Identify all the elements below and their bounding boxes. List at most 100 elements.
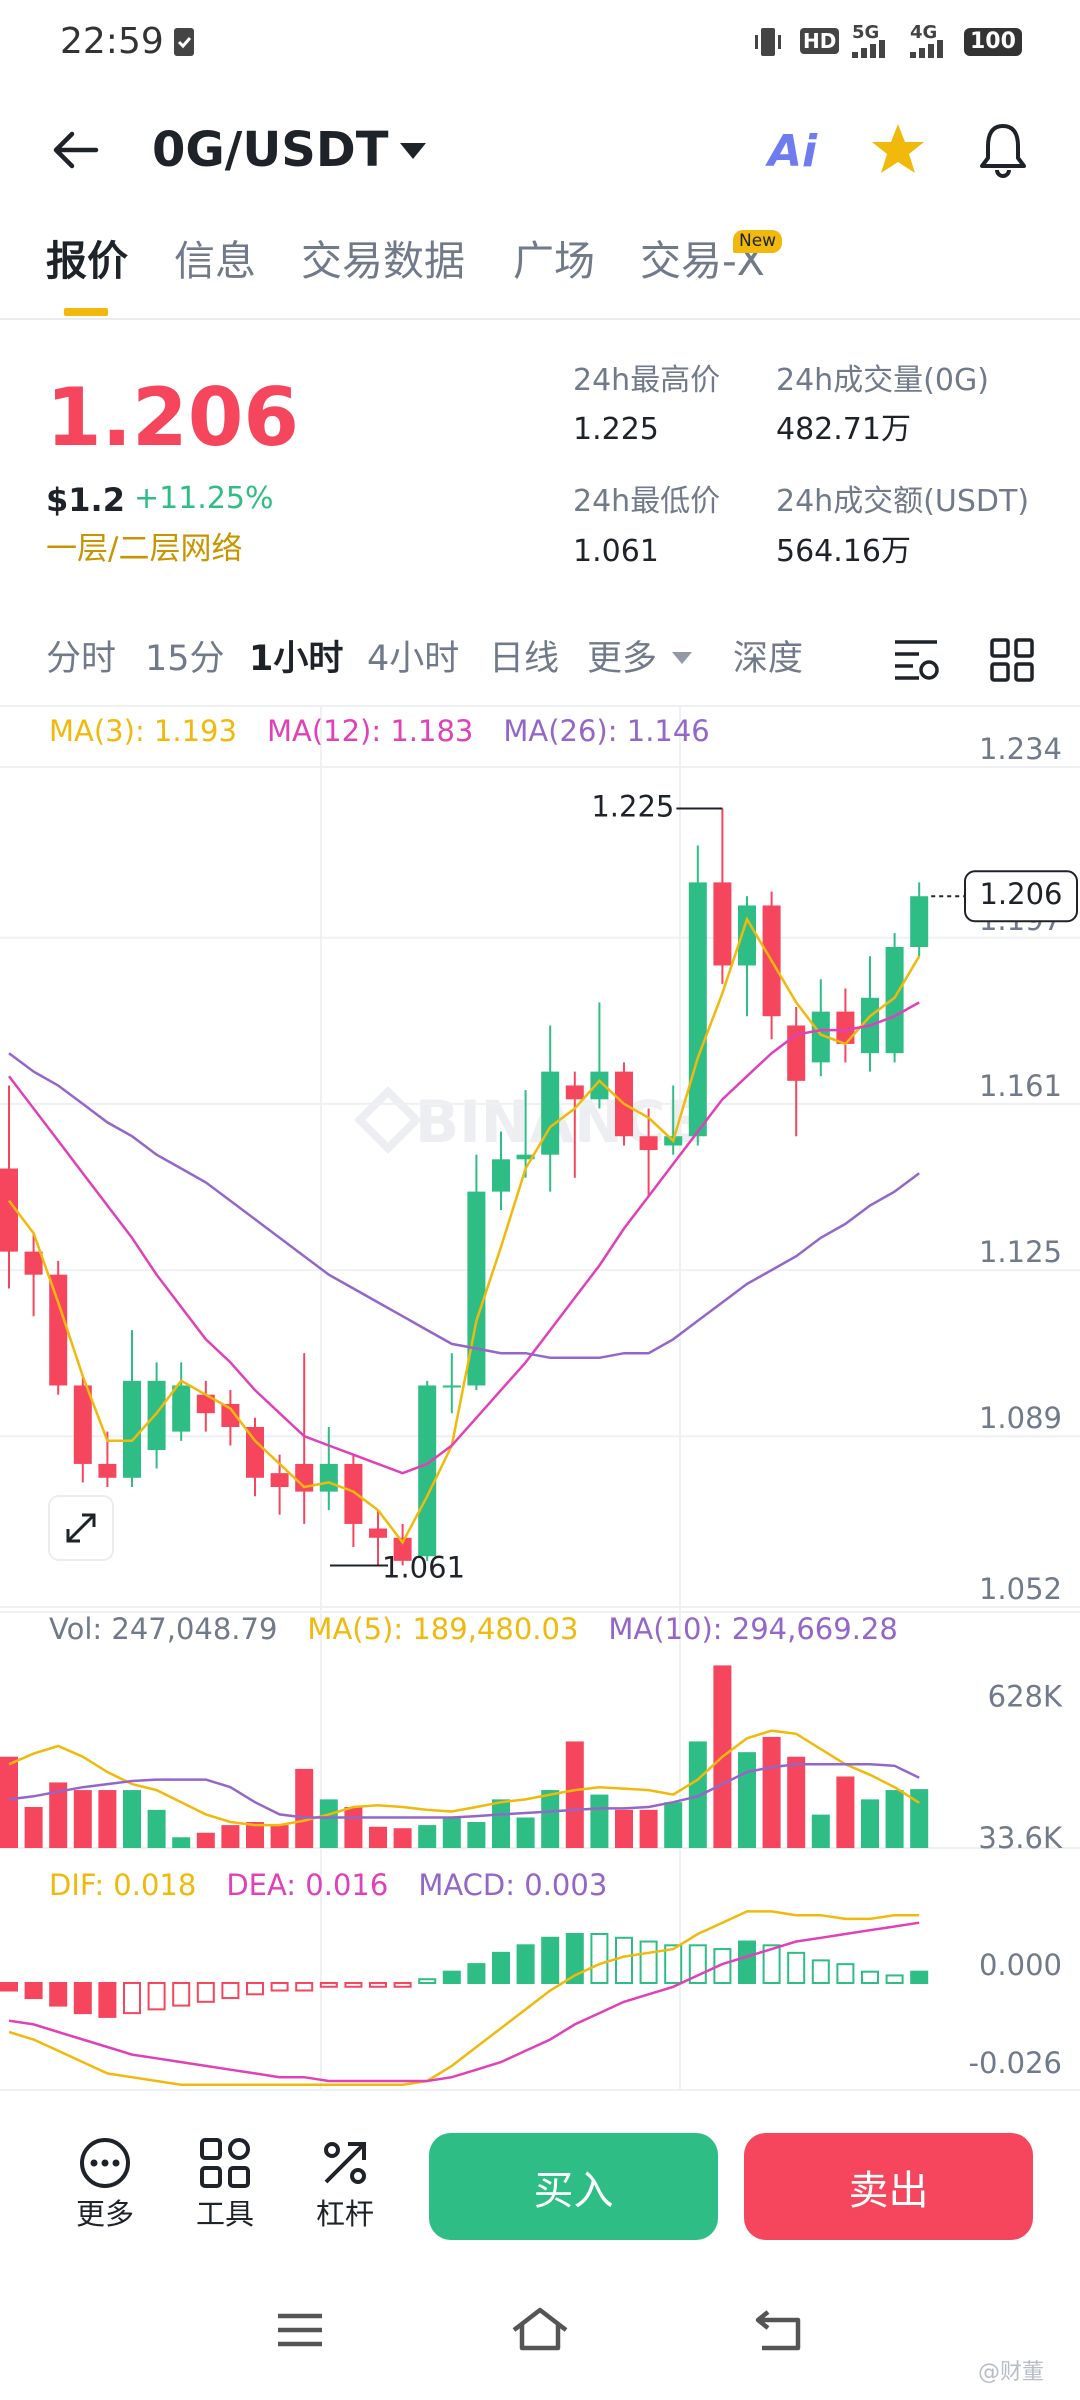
signal-icon	[910, 40, 943, 58]
candle-body	[98, 1463, 117, 1478]
macd-bar	[467, 1963, 486, 1984]
sell-button[interactable]: 卖出	[744, 2133, 1033, 2240]
nav-menu[interactable]	[276, 2310, 324, 2350]
candle-body	[221, 1403, 240, 1427]
volume-bar	[270, 1825, 289, 1848]
network-badge: 4G	[910, 22, 938, 43]
legend-entry: DEA: 0.016	[226, 1868, 388, 1902]
status-icon	[174, 28, 194, 56]
candle-body	[319, 1463, 338, 1492]
layout-toggle[interactable]	[990, 638, 1034, 682]
candle-body	[49, 1274, 68, 1386]
candle-body	[688, 882, 707, 1137]
candle-body	[738, 905, 756, 966]
nav-home[interactable]	[510, 2306, 570, 2352]
tab[interactable]: 交易数据	[301, 237, 465, 285]
network-tag[interactable]: 一层/二层网络	[46, 531, 243, 567]
volume-bar	[738, 1752, 756, 1848]
interval-more[interactable]: 更多	[587, 639, 658, 679]
favorite-star[interactable]	[870, 122, 926, 176]
macd-bar	[713, 1948, 732, 1984]
macd-bar	[565, 1933, 584, 1984]
candle-body	[196, 1394, 215, 1414]
more-icon[interactable]	[78, 2136, 132, 2190]
macd-bar	[811, 1959, 830, 1984]
macd-bar	[295, 1981, 314, 1992]
expand-button[interactable]	[48, 1495, 114, 1561]
volume-bar	[787, 1756, 806, 1848]
volume-bar	[196, 1832, 215, 1848]
tab-active[interactable]: 报价	[46, 237, 128, 285]
volume-bar	[319, 1799, 338, 1848]
volume-bar	[516, 1817, 535, 1848]
interval[interactable]: 4小时	[367, 639, 460, 679]
tool-label[interactable]: 杠杆	[316, 2197, 375, 2231]
pair-dropdown[interactable]	[398, 140, 428, 162]
tools-icon[interactable]	[198, 2136, 252, 2190]
stat-value: 1.225	[573, 412, 659, 447]
candle-body	[270, 1473, 289, 1487]
macd-bar	[0, 1981, 18, 1992]
indicator-line	[8, 1910, 920, 2086]
high-label: 1.225	[591, 790, 674, 824]
interval[interactable]: 分时	[46, 639, 117, 679]
macd-bar	[639, 1940, 658, 1984]
macd-bar	[270, 1981, 289, 1992]
volume-bar	[639, 1809, 658, 1848]
network-badge: 5G	[852, 22, 880, 43]
nav-back[interactable]	[754, 2308, 804, 2352]
candle-body	[590, 1071, 609, 1100]
legend-entry: MA(26): 1.146	[503, 714, 709, 748]
volume-bar	[442, 1817, 461, 1848]
macd-bar	[861, 1970, 879, 1984]
macd-bar	[664, 1944, 683, 1984]
stat-label: 24h成交额(USDT)	[776, 484, 1030, 519]
candle-body	[0, 1168, 18, 1252]
pair-title[interactable]: 0G/USDT	[152, 122, 389, 178]
tab[interactable]: 信息	[174, 237, 256, 285]
macd-bar	[492, 1951, 510, 1984]
candle-body	[541, 1071, 560, 1155]
candle-body	[811, 1011, 830, 1063]
interval[interactable]: 日线	[489, 639, 560, 679]
alert-bell[interactable]	[976, 120, 1030, 178]
candle-body	[24, 1251, 43, 1275]
leverage-icon[interactable]	[318, 2136, 372, 2190]
tab-indicator	[64, 308, 108, 316]
price-change: +11.25%	[134, 481, 274, 516]
macd-bar	[196, 1981, 215, 2003]
interval[interactable]: 15分	[145, 639, 225, 679]
volume-bar	[688, 1741, 707, 1848]
candle-body	[910, 896, 929, 947]
hd-badge: HD	[800, 28, 840, 54]
tool-label[interactable]: 工具	[196, 2197, 255, 2231]
back-button[interactable]	[50, 128, 100, 172]
more-arrow	[672, 652, 692, 664]
buy-button[interactable]: 买入	[429, 2133, 718, 2240]
candle-body	[73, 1385, 92, 1464]
battery: 100	[964, 28, 1022, 56]
new-badge: New	[733, 230, 783, 253]
candle-body	[467, 1191, 486, 1386]
macd-bar	[910, 1970, 929, 1984]
volume-bar	[295, 1768, 314, 1848]
volume-bar	[393, 1828, 412, 1848]
low-label: 1.061	[382, 1550, 465, 1584]
indicator-settings[interactable]	[893, 638, 941, 682]
tab[interactable]: 广场	[513, 237, 595, 285]
interval[interactable]: 深度	[733, 639, 804, 679]
tool-label[interactable]: 更多	[76, 2197, 135, 2231]
interval-active[interactable]: 1小时	[249, 639, 344, 679]
legend-entry: Vol: 247,048.79	[49, 1612, 277, 1646]
ai-button[interactable]: Ai	[768, 126, 818, 177]
candle-body	[713, 882, 732, 966]
macd-bar	[836, 1963, 855, 1984]
candle-body	[295, 1463, 314, 1492]
volume-bar	[565, 1741, 584, 1848]
volume-bar	[910, 1789, 929, 1848]
stat-label: 24h成交量(0G)	[776, 363, 989, 398]
signal-icon	[852, 40, 885, 58]
macd-bar	[738, 1940, 756, 1984]
